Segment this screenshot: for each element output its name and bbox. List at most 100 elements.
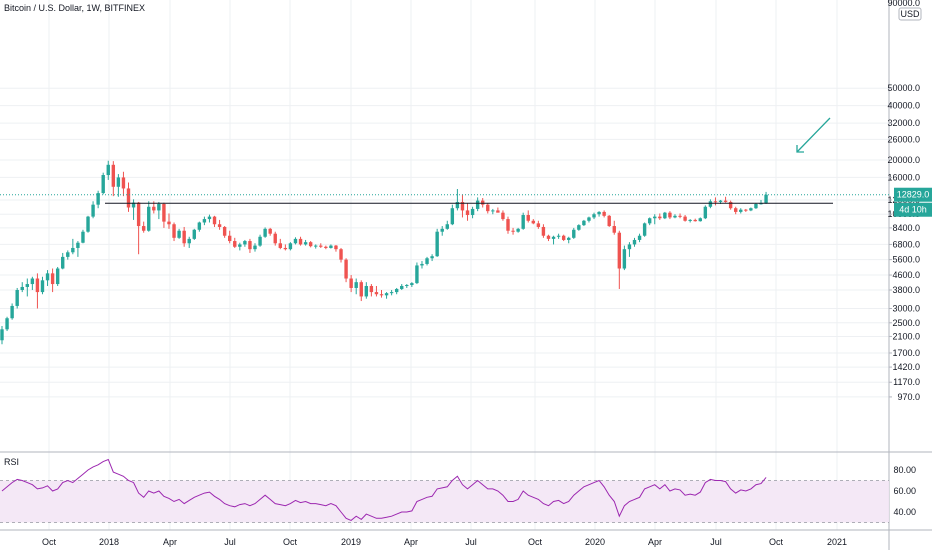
- candle[interactable]: [561, 234, 566, 242]
- candle[interactable]: [349, 275, 353, 293]
- candle[interactable]: [228, 230, 232, 244]
- candle[interactable]: [30, 276, 35, 290]
- candle[interactable]: [754, 203, 758, 209]
- candle[interactable]: [688, 219, 692, 223]
- candle[interactable]: [167, 213, 171, 229]
- candle[interactable]: [536, 220, 541, 229]
- candle[interactable]: [597, 211, 601, 217]
- candle[interactable]: [637, 233, 642, 243]
- candle[interactable]: [106, 160, 110, 180]
- candle[interactable]: [25, 278, 29, 297]
- candle[interactable]: [420, 261, 424, 269]
- candle[interactable]: [556, 233, 561, 239]
- candle[interactable]: [430, 254, 434, 262]
- candle[interactable]: [764, 191, 768, 204]
- candle[interactable]: [364, 282, 369, 299]
- candle[interactable]: [253, 243, 257, 252]
- candle[interactable]: [663, 211, 667, 220]
- annotation-arrow[interactable]: [796, 117, 831, 153]
- candle[interactable]: [394, 287, 399, 295]
- candle[interactable]: [116, 174, 121, 197]
- candle[interactable]: [268, 227, 272, 236]
- candle[interactable]: [389, 290, 394, 296]
- candle[interactable]: [668, 211, 672, 220]
- currency-badge[interactable]: [898, 7, 922, 21]
- candle[interactable]: [744, 208, 748, 212]
- candle[interactable]: [496, 207, 500, 213]
- candle[interactable]: [334, 245, 338, 252]
- candle[interactable]: [678, 213, 682, 219]
- candle[interactable]: [481, 198, 485, 208]
- candle[interactable]: [450, 204, 455, 226]
- candle[interactable]: [531, 219, 535, 225]
- candle[interactable]: [15, 287, 19, 309]
- candle[interactable]: [739, 208, 743, 214]
- candle[interactable]: [491, 208, 495, 215]
- candle[interactable]: [516, 227, 520, 233]
- candle[interactable]: [344, 258, 348, 283]
- candle[interactable]: [243, 239, 247, 247]
- candle[interactable]: [55, 266, 60, 286]
- candle[interactable]: [303, 239, 308, 246]
- candle[interactable]: [445, 220, 449, 230]
- candle[interactable]: [465, 203, 470, 221]
- candle[interactable]: [0, 325, 4, 345]
- candle[interactable]: [749, 207, 753, 212]
- candle[interactable]: [683, 215, 687, 222]
- candle[interactable]: [45, 270, 50, 286]
- candle[interactable]: [425, 256, 429, 266]
- candle[interactable]: [384, 292, 389, 299]
- candle[interactable]: [627, 242, 632, 257]
- candle[interactable]: [607, 215, 611, 227]
- candle[interactable]: [713, 197, 718, 206]
- candle[interactable]: [501, 210, 505, 221]
- candle[interactable]: [526, 210, 530, 223]
- candle[interactable]: [222, 226, 227, 238]
- candle[interactable]: [577, 224, 581, 231]
- candle[interactable]: [136, 201, 141, 255]
- candle[interactable]: [410, 282, 414, 287]
- candle[interactable]: [592, 212, 596, 220]
- candle[interactable]: [728, 200, 733, 210]
- candle[interactable]: [96, 190, 100, 209]
- candle[interactable]: [20, 282, 24, 293]
- candle[interactable]: [248, 238, 252, 253]
- candle[interactable]: [440, 226, 444, 236]
- candle[interactable]: [212, 215, 217, 227]
- candle[interactable]: [76, 241, 80, 257]
- candle[interactable]: [379, 290, 384, 298]
- candle[interactable]: [147, 201, 151, 232]
- candle[interactable]: [329, 244, 333, 249]
- candle[interactable]: [238, 242, 242, 251]
- candle[interactable]: [506, 216, 510, 234]
- candle[interactable]: [642, 222, 647, 237]
- candle[interactable]: [101, 172, 105, 195]
- candle[interactable]: [217, 219, 222, 230]
- candle[interactable]: [126, 182, 131, 212]
- candle[interactable]: [658, 213, 662, 220]
- candle[interactable]: [374, 285, 379, 297]
- candle[interactable]: [177, 228, 181, 239]
- candle[interactable]: [602, 210, 606, 218]
- candle[interactable]: [131, 199, 136, 220]
- candle[interactable]: [460, 194, 465, 218]
- candle[interactable]: [91, 201, 95, 219]
- candle[interactable]: [435, 228, 439, 257]
- candle[interactable]: [293, 237, 298, 245]
- candle[interactable]: [369, 284, 374, 297]
- candle[interactable]: [308, 241, 313, 248]
- candle[interactable]: [551, 235, 556, 245]
- candle[interactable]: [10, 303, 14, 320]
- candle[interactable]: [71, 238, 75, 255]
- candle[interactable]: [693, 218, 697, 222]
- candle[interactable]: [81, 229, 85, 244]
- candle[interactable]: [182, 226, 186, 247]
- candle[interactable]: [475, 197, 480, 212]
- candle[interactable]: [572, 227, 576, 239]
- candle[interactable]: [415, 262, 419, 285]
- candle[interactable]: [86, 215, 90, 233]
- candle[interactable]: [35, 273, 40, 309]
- candle[interactable]: [673, 214, 677, 219]
- candle[interactable]: [612, 220, 616, 235]
- candle[interactable]: [647, 217, 652, 226]
